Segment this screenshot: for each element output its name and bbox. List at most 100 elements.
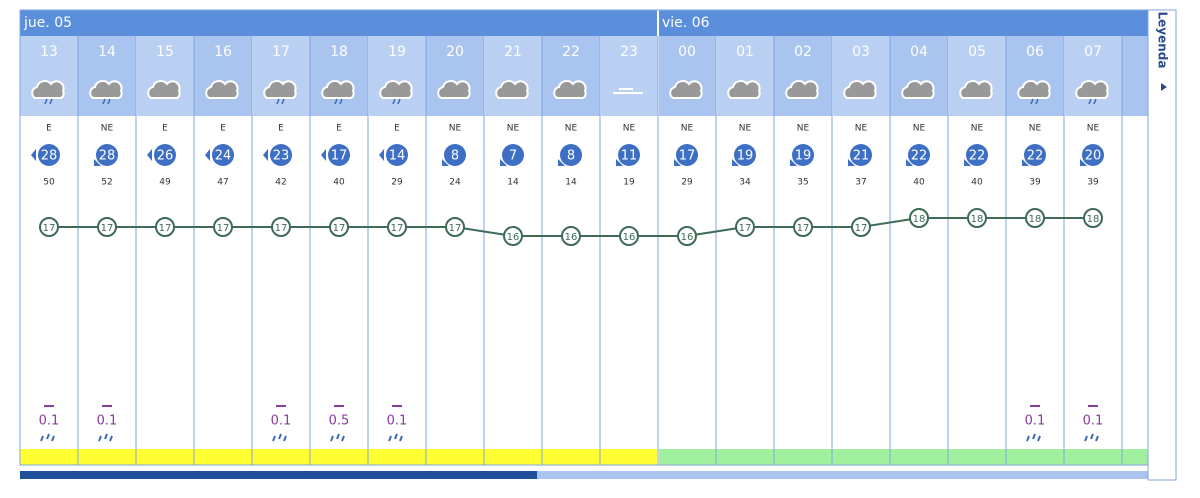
wind-arrow <box>321 149 326 161</box>
hour-label: 02 <box>794 44 812 60</box>
wind-direction: E <box>46 124 52 134</box>
wind-direction: E <box>162 124 168 134</box>
hour-label: 20 <box>446 44 464 60</box>
precip-amount: 0.5 <box>329 414 350 429</box>
temp-label: 17 <box>739 223 752 234</box>
temp-label: 17 <box>275 223 288 234</box>
wind-marker <box>1024 144 1046 166</box>
wind-gust: 40 <box>913 178 925 188</box>
weather-icon <box>1017 80 1051 99</box>
wind-arrow <box>964 159 971 166</box>
hour-label: 07 <box>1084 44 1102 60</box>
wind-arrow <box>263 149 268 161</box>
temp-marker <box>851 217 871 237</box>
wind-speed: 7 <box>509 149 517 164</box>
hour-label: 13 <box>40 44 58 60</box>
wind-arrow <box>147 149 152 161</box>
wind-speed: 8 <box>451 149 459 164</box>
wind-speed: 24 <box>215 149 232 164</box>
wind-gust: 24 <box>449 178 461 188</box>
temp-label: 17 <box>797 223 810 234</box>
weather-icon <box>901 80 935 99</box>
scrollbar-track[interactable] <box>537 471 1148 479</box>
column-shade <box>948 36 1006 116</box>
temp-label: 18 <box>1087 214 1100 225</box>
day-bar <box>20 10 1148 36</box>
wind-arrow <box>732 159 739 166</box>
precip-amount: 0.1 <box>1025 414 1046 429</box>
wind-marker <box>154 144 176 166</box>
wind-speed: 19 <box>737 149 754 164</box>
wind-arrow <box>379 149 384 161</box>
temp-marker <box>909 208 929 228</box>
weather-icon <box>613 88 643 94</box>
temp-label: 18 <box>913 214 926 225</box>
wind-arrow <box>558 159 565 166</box>
hour-label: 05 <box>968 44 986 60</box>
wind-marker <box>212 144 234 166</box>
day-color-bar <box>658 449 1148 465</box>
wind-gust: 50 <box>43 178 55 188</box>
wind-speed: 19 <box>795 149 812 164</box>
temp-marker <box>735 217 755 237</box>
rain-drops <box>1088 98 1097 105</box>
weather-icon <box>495 80 529 99</box>
temp-label: 16 <box>623 232 636 243</box>
wind-marker <box>676 144 698 166</box>
wind-direction: E <box>336 124 342 134</box>
wind-direction: NE <box>449 124 462 134</box>
wind-gust: 14 <box>507 178 519 188</box>
hour-label: 22 <box>562 44 580 60</box>
weather-icon <box>727 80 761 99</box>
temp-marker <box>155 217 175 237</box>
weather-icon <box>1075 80 1109 99</box>
legend-label[interactable]: Leyenda <box>1156 12 1170 69</box>
legend-arrow[interactable] <box>1161 83 1167 91</box>
hour-label: 16 <box>214 44 232 60</box>
temp-label: 18 <box>971 214 984 225</box>
wind-speed: 28 <box>41 149 58 164</box>
wind-direction: NE <box>623 124 636 134</box>
wind-arrow <box>1022 159 1029 166</box>
precip-amount: 0.1 <box>1083 414 1104 429</box>
wind-direction: NE <box>1029 124 1042 134</box>
widget-border <box>19 9 1149 466</box>
hour-label: 01 <box>736 44 754 60</box>
column-shade <box>1064 36 1122 116</box>
temp-marker <box>1025 208 1045 228</box>
precip-bar <box>334 405 344 407</box>
weather-icon <box>31 80 65 99</box>
wind-speed: 22 <box>969 149 986 164</box>
wind-marker <box>96 144 118 166</box>
legend-tab[interactable] <box>1147 9 1177 481</box>
temp-marker <box>677 226 697 246</box>
wind-speed: 22 <box>911 149 928 164</box>
hour-label: 15 <box>156 44 174 60</box>
rain-drops <box>102 98 111 105</box>
wind-direction: NE <box>739 124 752 134</box>
wind-arrow <box>442 159 449 166</box>
scrollbar-thumb[interactable] <box>20 471 537 479</box>
weather-icon <box>205 80 239 99</box>
weather-icon <box>785 80 819 99</box>
wind-direction: NE <box>101 124 114 134</box>
temp-label: 17 <box>855 223 868 234</box>
wind-direction: NE <box>971 124 984 134</box>
wind-speed: 17 <box>331 149 348 164</box>
wind-marker <box>966 144 988 166</box>
temp-marker <box>39 217 59 237</box>
wind-gust: 40 <box>333 178 345 188</box>
hour-label: 18 <box>330 44 348 60</box>
temp-marker <box>1083 208 1103 228</box>
wind-speed: 8 <box>567 149 575 164</box>
temp-marker <box>271 217 291 237</box>
temp-marker <box>967 208 987 228</box>
wind-marker <box>850 144 872 166</box>
weather-icon <box>321 80 355 99</box>
wind-speed: 28 <box>99 149 116 164</box>
temp-marker <box>793 217 813 237</box>
day-label: jue. 05 <box>23 15 72 31</box>
precip-bar <box>1030 405 1040 407</box>
